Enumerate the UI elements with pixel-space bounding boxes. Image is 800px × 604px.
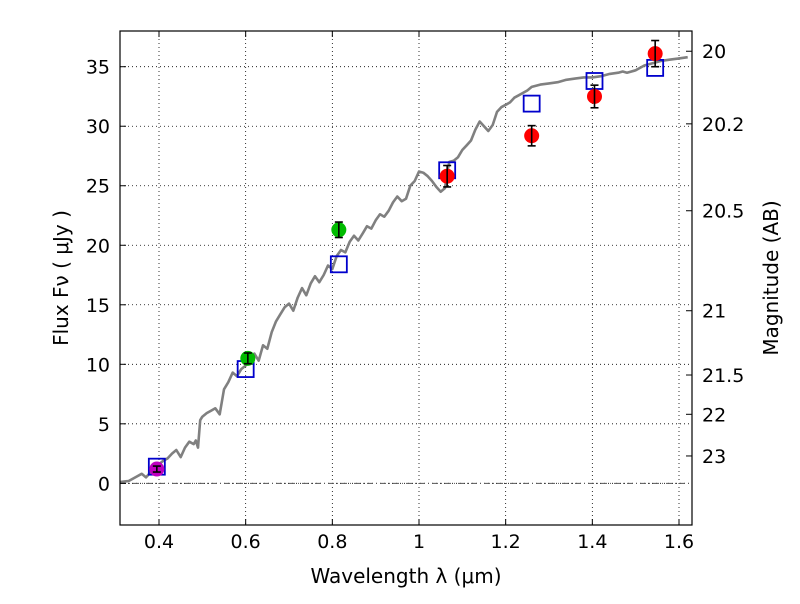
x-tick-label: 1.4	[577, 531, 607, 553]
y2-tick-label: 20	[702, 41, 726, 63]
y2-axis-label: Magnitude (AB)	[759, 200, 783, 355]
y2-tick-label: 20.5	[702, 201, 744, 223]
y-axis-label: Flux Fν ( μJy )	[49, 210, 73, 346]
y-tick-label: 20	[86, 235, 110, 257]
plot-area	[119, 39, 692, 484]
y2-tick-label: 21.5	[702, 365, 744, 387]
y2-tick-label: 21	[702, 301, 726, 323]
y2-tick-label: 22	[702, 404, 726, 426]
synthetic-photometry-marker	[329, 255, 348, 274]
y-tick-label: 10	[86, 354, 110, 376]
y2-tick-label: 20.2	[702, 114, 744, 136]
y-tick-label: 25	[86, 176, 110, 198]
model-sed-line	[119, 55, 688, 484]
y2-tick-label: 23	[702, 446, 726, 468]
x-tick-label: 1.6	[664, 531, 694, 553]
x-tick-label: 0.8	[317, 531, 347, 553]
y-tick-label: 0	[98, 473, 110, 495]
x-tick-label: 1.2	[491, 531, 521, 553]
grid	[120, 31, 692, 525]
y-tick-label: 15	[86, 295, 110, 317]
synthetic-photometry-marker	[522, 94, 541, 113]
x-tick-label: 0.4	[144, 531, 174, 553]
plot-frame	[119, 30, 693, 526]
y-tick-label: 5	[98, 414, 110, 436]
y-tick-label: 30	[86, 116, 110, 138]
x-axis-label: Wavelength λ (μm)	[310, 564, 501, 588]
x-tick-label: 0.6	[231, 531, 261, 553]
y-tick-label: 35	[86, 57, 110, 79]
x-tick-label: 1	[413, 531, 425, 553]
axis-ticks: 0.4 0.6 0.8 1 1.2 1.4 1.6 0 5 10 15 20 25 30 35 20 20.2 2…	[86, 31, 744, 553]
